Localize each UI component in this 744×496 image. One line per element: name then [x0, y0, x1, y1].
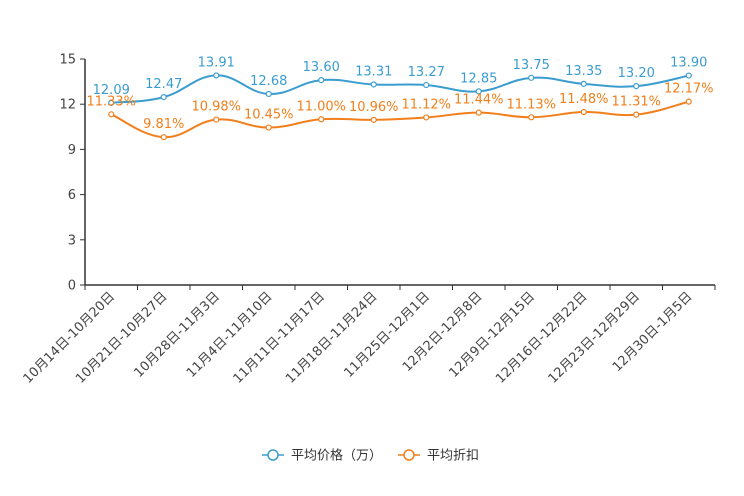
data-label: 11.13% [506, 97, 556, 112]
data-point [685, 98, 692, 105]
data-point [370, 81, 377, 88]
data-point [370, 116, 377, 123]
x-tick-label: 10月21日-10月27日 [73, 289, 170, 386]
x-tick-label: 11月11日-11月17日 [231, 289, 328, 386]
data-label: 13.27 [408, 65, 445, 80]
data-point [423, 114, 430, 121]
data-point [475, 109, 482, 116]
data-label: 11.12% [401, 97, 451, 112]
data-label: 11.31% [611, 95, 661, 110]
data-label: 13.75 [513, 58, 550, 73]
data-label: 10.45% [244, 108, 294, 123]
data-point [423, 81, 430, 89]
legend: 平均价格（万） 平均折扣 [262, 448, 479, 464]
data-point [633, 111, 640, 118]
data-label: 13.90 [670, 56, 707, 71]
data-label: 13.35 [565, 64, 602, 79]
series-line-1 [111, 74, 689, 104]
data-point [318, 76, 325, 84]
legend-label: 平均价格（万） [291, 448, 382, 464]
data-label: 13.91 [198, 55, 235, 70]
data-label: 10.96% [349, 100, 399, 115]
x-tick-label: 10月14日-10月20日 [21, 289, 118, 386]
data-point [160, 94, 167, 101]
data-point [108, 111, 115, 118]
data-label: 10.98% [191, 100, 241, 115]
x-tick-label: 12月16日-12月22日 [493, 289, 590, 386]
y-tick-label: 12 [59, 98, 76, 113]
data-label: 9.81% [143, 117, 184, 132]
series-line-2 [110, 100, 689, 139]
data-point [213, 116, 220, 123]
x-tick-label: 12月23日-12月29日 [546, 289, 643, 386]
y-tick-label: 15 [59, 53, 76, 68]
data-label: 12.09 [93, 83, 130, 98]
data-point [580, 80, 587, 87]
data-point [318, 116, 325, 123]
y-tick-label: 6 [68, 188, 76, 203]
data-point [265, 124, 272, 131]
data-point [475, 88, 482, 95]
data-label: 11.48% [559, 92, 609, 107]
legend-marker [403, 449, 415, 461]
y-tick-label: 0 [68, 279, 76, 294]
data-label: 13.20 [618, 66, 655, 81]
data-label: 12.47 [145, 77, 182, 92]
data-label: 12.17% [664, 82, 714, 97]
data-point [580, 108, 587, 116]
data-point [633, 83, 640, 90]
data-point [685, 72, 692, 79]
data-point [108, 99, 115, 106]
y-tick-label: 3 [68, 233, 76, 248]
data-labels: 12.09 12.47 13.91 12.68 13.60 13.31 13.27 12.85… [86, 55, 713, 132]
data-point [160, 134, 167, 141]
data-point [265, 90, 272, 98]
legend-label: 平均折扣 [427, 449, 479, 464]
legend-marker [267, 449, 279, 461]
data-point [528, 74, 535, 81]
data-label: 12.68 [250, 74, 287, 89]
x-tick-label: 11月18日-11月24日 [283, 289, 380, 386]
data-label: 11.44% [454, 93, 504, 108]
y-tick-label: 9 [68, 143, 76, 158]
legend-item-2: 平均折扣 [398, 449, 479, 464]
data-point [528, 114, 535, 121]
data-label: 13.31 [355, 64, 392, 79]
data-point [213, 72, 220, 79]
data-label: 11.33% [86, 94, 136, 109]
data-label: 11.00% [296, 99, 346, 114]
data-label: 12.85 [460, 71, 497, 86]
data-label: 13.60 [303, 60, 340, 75]
legend-item-1: 平均价格（万） [262, 448, 382, 464]
series-layer [108, 72, 692, 141]
